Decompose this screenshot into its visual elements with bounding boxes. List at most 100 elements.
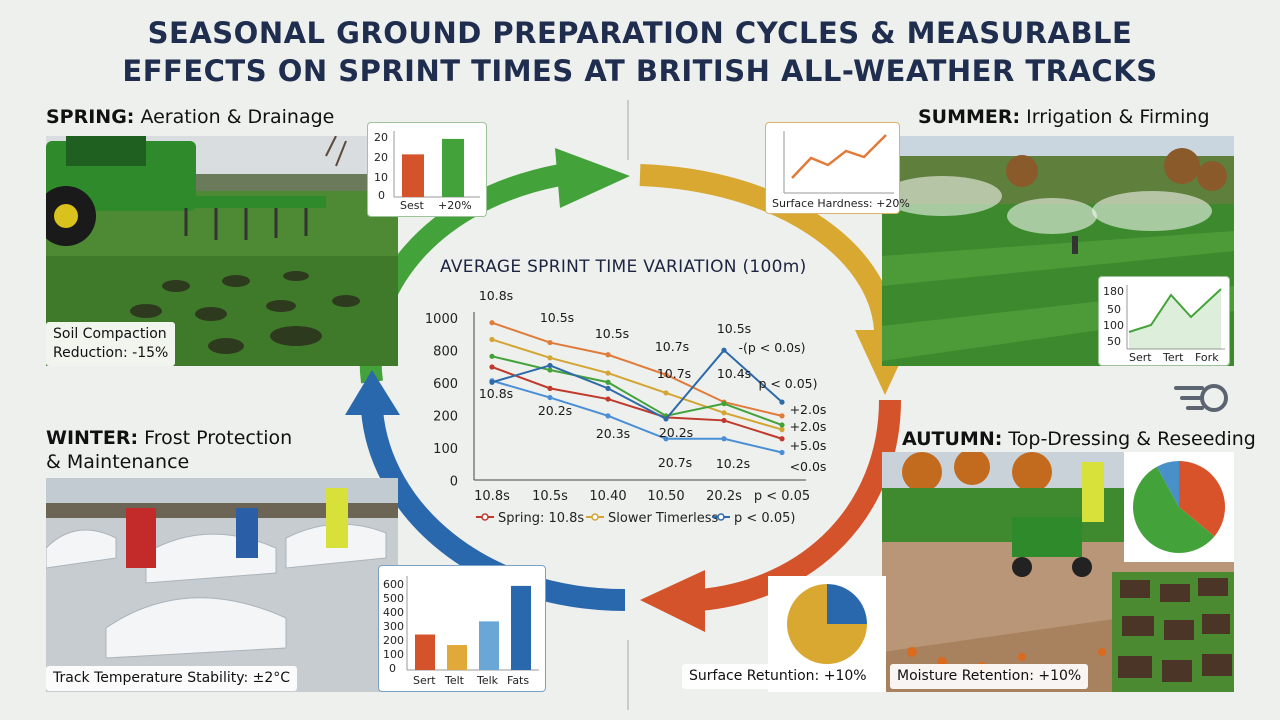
spring-caption-line-1: Soil Compaction [53,326,167,342]
winter-label-rest: Frost Protection [138,427,293,449]
series-point [779,413,785,419]
series-point [605,352,611,358]
arrow-summer [639,164,896,332]
chart-annotation: 20.2s [659,425,693,440]
series-line [491,348,783,421]
chart-annotation: 10.8s [479,288,513,303]
x-tick-label: 10.5s [532,489,568,504]
series-point [605,379,611,385]
summer-label-rest: Irrigation & Firming [1020,106,1210,128]
spring-mini-bar [442,138,464,197]
chart-annotation: 10.5s [540,310,574,325]
autumn-label: AUTUMN: Top-Dressing & Reseeding [902,428,1256,450]
y-tick-label: 800 [433,345,458,360]
arrowhead-autumn [640,570,705,632]
winter-mini-svg [406,576,539,671]
spring-mini-cat: +20% [438,199,472,212]
winter-mini-bar [415,634,435,670]
x-tick-label: p < 0.05 [754,489,810,504]
chart-annotation: 10.2s [716,456,750,471]
legend-item: p < 0.05) [712,511,795,526]
winter-mini-cat: Sert [413,674,436,687]
svg-text:p < 0.05): p < 0.05) [734,511,795,526]
summer-bottom-mini-svg [1126,285,1225,350]
series-point [721,417,727,424]
y-tick-label: 1000 [425,312,458,327]
series-point [547,362,553,369]
series-point [721,410,727,416]
series-point [779,427,785,433]
spring-mini-chart: 20 20 10 0 Sest +20% [367,122,487,217]
series-line [491,379,783,454]
chart-annotation: 20.7s [658,455,692,470]
chart-annotation: 10.5s [717,321,751,336]
chart-annotation: p < 0.05) [758,376,817,391]
retention-pie-slice [827,584,867,624]
winter-mini-chart: 600 500 400 300 200 100 0 Sert Telt Telk… [378,565,546,692]
winter-photo [46,478,398,692]
x-tick-label: 20.2s [706,489,742,504]
svg-text:Slower Timerless: Slower Timerless [608,511,718,526]
series-point [489,364,495,370]
winter-mini-cat: Telt [445,674,464,687]
spring-mini-tick: 20 [374,131,388,144]
surface-retention-caption: Surface Retuntion: +10% [682,664,874,689]
series-point [547,355,553,361]
series-point [605,385,611,391]
title-line-1: SEASONAL GROUND PREPARATION CYCLES & MEA… [147,16,1133,50]
spring-mini-bar [402,154,424,197]
series-point [779,422,785,428]
y-tick-label: 0 [450,475,458,490]
winter-mini-cat: Telk [477,674,499,687]
series-point [721,436,727,442]
autumn-pie-slice [1133,466,1215,553]
summer-top-mini-caption: Surface Hardness: +20% [772,197,910,210]
winter-label-bold: WINTER: [46,427,139,449]
series-point [779,399,785,405]
x-tick-label: 10.40 [589,489,626,504]
spring-mini-svg [393,131,480,198]
winter-label-line-2: & Maintenance [46,451,190,473]
chart-annotation: +2.0s [790,419,827,434]
autumn-label-bold: AUTUMN: [902,428,1003,450]
spring-mini-tick: 20 [374,151,388,164]
spring-mini-tick: 10 [374,171,388,184]
spring-mini-cat: Sest [400,199,424,212]
retention-pie-slice [787,584,867,664]
x-tick-label: 10.50 [647,489,684,504]
winter-mini-tick: 400 [383,606,404,619]
chart-annotation: 10.8s [479,386,513,401]
y-tick-label: 600 [433,377,458,392]
svg-text:Spring: 10.8s: Spring: 10.8s [498,511,584,526]
spring-caption: Soil Compaction Reduction: -15% [46,322,176,366]
arrow-winter [361,408,626,611]
y-tick-label: 200 [433,410,458,425]
winter-photo-illustration [46,478,398,692]
spring-label-rest: Aeration & Drainage [134,106,335,128]
autumn-reseed-illustration [1118,578,1232,682]
winter-mini-tick: 300 [383,620,404,633]
chart-annotation: 10.7s [655,339,689,354]
series-point [721,347,727,353]
chart-annotation: +2.0s [790,402,827,417]
spring-mini-tick: 0 [378,189,385,202]
spring-label: SPRING: Aeration & Drainage [46,106,334,128]
series-point [547,385,553,391]
autumn-pie-chart [1133,461,1225,553]
arrowhead-spring [555,148,630,208]
y-tick-label: 100 [433,442,458,457]
summer-label-bold: SUMMER: [918,106,1021,128]
winter-mini-tick: 500 [383,592,404,605]
summer-mini-cat: Tert [1163,351,1184,364]
series-point [489,320,495,326]
autumn-pie-slice [1179,461,1225,537]
autumn-pie-card [1124,452,1234,562]
winter-caption: Track Temperature Stability: ±2°C [46,666,298,691]
series-point [721,401,727,407]
legend-item: Slower Timerless [586,511,718,526]
summer-mini-tick: 50 [1107,303,1121,316]
winter-mini-cat: Fats [507,674,530,687]
chart-annotation: -(p < 0.0s) [738,340,805,355]
summer-top-mini-chart: Surface Hardness: +20% [765,122,910,214]
